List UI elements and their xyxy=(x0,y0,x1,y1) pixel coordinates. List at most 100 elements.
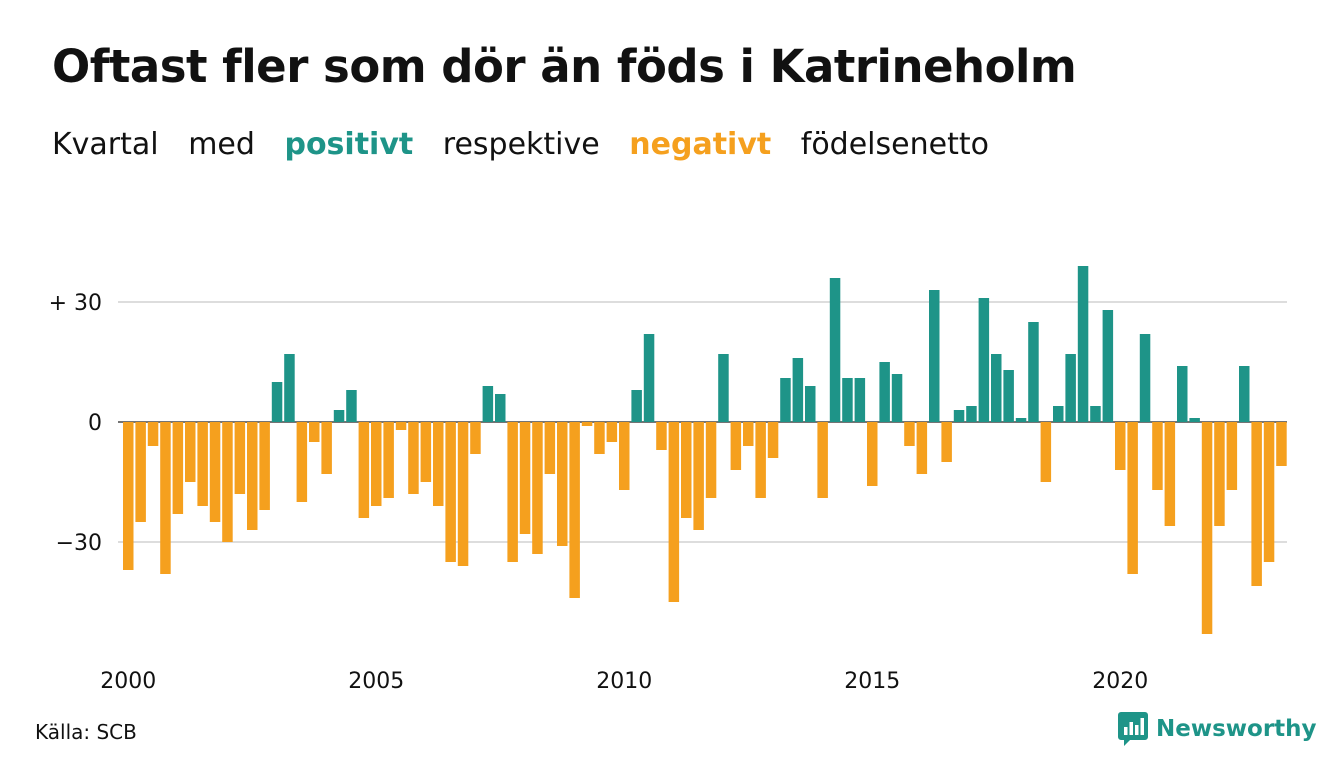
y-tick-label: + 30 xyxy=(49,291,102,316)
subtitle-word-kvartal: Kvartal xyxy=(52,127,159,162)
bar-q65 xyxy=(916,422,928,474)
bar-q76 xyxy=(1053,406,1064,422)
subtitle-word-med: med xyxy=(188,127,255,162)
bar-q3 xyxy=(147,422,159,446)
bar-q77 xyxy=(1065,354,1076,422)
bars xyxy=(123,266,1287,634)
bar-q39 xyxy=(594,422,605,454)
bar-q93 xyxy=(1263,422,1275,562)
newsworthy-logo: Newsworthy xyxy=(1118,712,1317,746)
bar-q49 xyxy=(718,354,729,422)
bar-q10 xyxy=(234,422,246,494)
bar-q45 xyxy=(668,422,680,602)
bar-q88 xyxy=(1201,422,1213,634)
bar-q43 xyxy=(643,334,655,422)
chart-title: Oftast fler som dör än föds i Katrinehol… xyxy=(52,40,1077,93)
bar-q9 xyxy=(222,422,233,542)
bar-q4 xyxy=(160,422,171,574)
bar-q57 xyxy=(817,422,828,498)
bar-q23 xyxy=(395,422,407,430)
bar-q12 xyxy=(259,422,270,510)
subtitle-negative-legend: negativt xyxy=(629,127,772,162)
bar-q60 xyxy=(854,378,866,422)
bar-q69 xyxy=(966,406,977,422)
bar-q90 xyxy=(1226,422,1238,490)
bar-q29 xyxy=(470,422,481,454)
bar-q24 xyxy=(408,422,419,494)
bar-q66 xyxy=(929,290,940,422)
bar-q91 xyxy=(1239,366,1250,422)
bar-q37 xyxy=(569,422,580,598)
newsworthy-logo-icon xyxy=(1118,712,1148,746)
subtitle-word-respektive: respektive xyxy=(442,127,600,162)
bar-q14 xyxy=(284,354,295,422)
bar-q83 xyxy=(1139,334,1151,422)
bar-q26 xyxy=(433,422,444,506)
bar-q51 xyxy=(743,422,754,446)
bar-q31 xyxy=(495,394,506,422)
bar-q34 xyxy=(532,422,543,554)
subtitle-positive-legend: positivt xyxy=(284,127,414,162)
bar-q61 xyxy=(867,422,878,486)
bar-q35 xyxy=(544,422,556,474)
bar-q72 xyxy=(1003,370,1014,422)
bar-q84 xyxy=(1152,422,1163,490)
bar-q41 xyxy=(619,422,630,490)
x-axis-ticks: 2000 2005 2010 2015 2020 xyxy=(100,669,1148,694)
chart-subtitle: Kvartal med positivt respektive negativt… xyxy=(52,127,1009,162)
bar-q15 xyxy=(296,422,308,502)
bar-q56 xyxy=(805,386,816,422)
source-note: Källa: SCB xyxy=(35,720,137,744)
bar-q54 xyxy=(780,378,791,422)
bar-q33 xyxy=(519,422,531,534)
bar-q25 xyxy=(420,422,432,482)
bar-q20 xyxy=(358,422,370,518)
bar-q28 xyxy=(457,422,469,566)
bar-q63 xyxy=(891,374,903,422)
bar-q59 xyxy=(842,378,853,422)
bar-q27 xyxy=(445,422,456,562)
subtitle-word-fodelsenetto: födelsenetto xyxy=(800,127,989,162)
logo-text: Newsworthy xyxy=(1156,716,1317,742)
y-tick-label: −30 xyxy=(56,531,102,556)
bar-q17 xyxy=(321,422,332,474)
bar-q30 xyxy=(482,386,494,422)
bar-q40 xyxy=(606,422,618,442)
bar-q74 xyxy=(1028,322,1039,422)
bar-q79 xyxy=(1090,406,1101,422)
bar-q44 xyxy=(656,422,667,450)
y-axis-ticks: + 30 0 −30 xyxy=(49,291,102,556)
x-tick-label: 2000 xyxy=(100,669,156,694)
bar-q58 xyxy=(829,278,841,422)
bar-q89 xyxy=(1214,422,1225,526)
bar-q7 xyxy=(197,422,208,506)
bar-q22 xyxy=(383,422,394,498)
bar-q6 xyxy=(185,422,196,482)
bar-q64 xyxy=(904,422,915,446)
bar-q75 xyxy=(1040,422,1052,482)
bar-q82 xyxy=(1127,422,1138,574)
bar-q62 xyxy=(879,362,890,422)
bar-q87 xyxy=(1189,418,1200,422)
bar-q50 xyxy=(730,422,742,470)
bar-q70 xyxy=(978,298,990,422)
bar-q73 xyxy=(1015,418,1027,422)
bar-q86 xyxy=(1177,366,1188,422)
bar-q5 xyxy=(172,422,184,514)
bar-q48 xyxy=(705,422,717,498)
x-tick-label: 2005 xyxy=(348,669,404,694)
bar-q92 xyxy=(1251,422,1262,586)
x-tick-label: 2020 xyxy=(1092,669,1148,694)
bar-q32 xyxy=(507,422,518,562)
x-tick-label: 2010 xyxy=(596,669,652,694)
bar-q46 xyxy=(681,422,692,518)
y-tick-label: 0 xyxy=(88,411,102,436)
bar-q42 xyxy=(631,390,642,422)
bar-q85 xyxy=(1164,422,1176,526)
bar-q36 xyxy=(557,422,568,546)
bar-q11 xyxy=(247,422,258,530)
bar-q80 xyxy=(1102,310,1114,422)
bar-q47 xyxy=(693,422,704,530)
bar-q38 xyxy=(581,422,593,426)
